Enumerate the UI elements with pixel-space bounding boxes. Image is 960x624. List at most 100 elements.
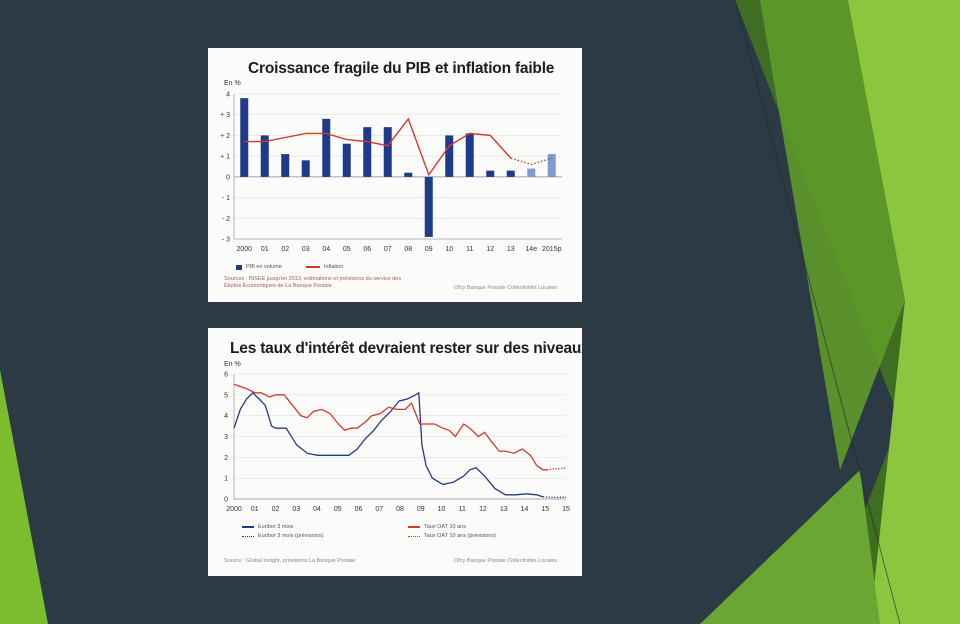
legend-item-euribor: Euribor 3 mois <box>242 524 293 530</box>
x-tick-label: 05 <box>343 246 351 253</box>
legend-swatch-line <box>408 526 420 528</box>
bar-2015p <box>547 154 556 177</box>
legend-label: Inflation <box>324 264 344 270</box>
x-tick-label: 02 <box>272 506 280 513</box>
interest-rates-chart-panel: Les taux d'intérêt devraient rester sur … <box>208 328 582 576</box>
x-tick-label: 12 <box>486 246 494 253</box>
legend-item-pib: PIB en volume <box>236 264 282 270</box>
x-tick-label: 01 <box>261 246 269 253</box>
x-tick-label: 06 <box>355 506 363 513</box>
x-tick-label: 15 <box>541 506 549 513</box>
source-note: Source : Global Insight, prévisions La B… <box>224 558 356 564</box>
y-tick-label: + 3 <box>220 112 230 119</box>
green-accent-right-light <box>848 0 960 624</box>
bar-05 <box>342 143 351 177</box>
legend-label: Euribor 3 mois (prévisions) <box>258 533 324 539</box>
bar-11 <box>465 133 474 177</box>
credit-note: Ofcy Banque Postale Collectivités Locale… <box>454 558 558 564</box>
legend-swatch-dotted <box>408 535 420 537</box>
y-tick-label: 3 <box>224 434 228 441</box>
x-tick-label: 2000 <box>236 246 252 253</box>
y-tick-label: 4 <box>224 413 228 420</box>
legend-label: Taux OAT 10 ans <box>424 524 466 530</box>
unit-label: En % <box>224 361 241 368</box>
legend-item-inflation: Inflation <box>306 264 343 270</box>
y-tick-label: - 3 <box>222 237 230 244</box>
x-tick-label: 10 <box>445 246 453 253</box>
bar-09 <box>424 176 433 237</box>
bar-12 <box>486 170 495 177</box>
green-accent-left <box>0 370 48 624</box>
bar-10 <box>445 135 454 177</box>
bar-14e <box>527 168 536 177</box>
x-tick-label: 09 <box>417 506 425 513</box>
series-line-0 <box>233 391 544 498</box>
x-tick-label: 03 <box>292 506 300 513</box>
series-line-2 <box>233 383 548 471</box>
y-tick-label: 0 <box>224 497 228 504</box>
legend-label: PIB en volume <box>246 264 282 270</box>
x-tick-label: 06 <box>363 246 371 253</box>
series-line-inflation <box>244 117 512 177</box>
x-tick-label: 08 <box>396 506 404 513</box>
legend-label: Taux OAT 10 ans (prévisions) <box>424 533 496 539</box>
bar-13 <box>506 170 515 177</box>
y-tick-label: + 1 <box>220 154 230 161</box>
legend-item-oat-forecast: Taux OAT 10 ans (prévisions) <box>408 533 496 539</box>
unit-label: En % <box>224 80 241 87</box>
x-tick-label: 03 <box>302 246 310 253</box>
x-tick-label: 11 <box>466 246 473 253</box>
bar-02 <box>281 154 290 177</box>
x-tick-label: 07 <box>384 246 392 253</box>
bar-07 <box>383 127 392 177</box>
x-tick-label: 2000 <box>226 506 242 513</box>
x-tick-label: 15 <box>562 506 570 513</box>
legend-swatch-line <box>242 526 254 528</box>
y-tick-label: 6 <box>224 372 228 379</box>
bar-01 <box>260 135 269 177</box>
x-tick-label: 01 <box>251 506 259 513</box>
legend-swatch-bar <box>236 264 242 270</box>
bar-06 <box>363 127 372 177</box>
y-tick-label: - 1 <box>222 195 230 202</box>
x-tick-label: 11 <box>459 506 466 513</box>
bar-08 <box>404 172 413 177</box>
y-tick-label: 4 <box>226 92 230 99</box>
legend-item-oat: Taux OAT 10 ans <box>408 524 466 530</box>
x-tick-label: 14 <box>521 506 529 513</box>
gdp-inflation-chart: - 3 - 2 - 1 0 + 1 + 2 + 3 4 2000 01 02 03 04 05 06 07 08… <box>220 92 562 253</box>
legend-item-euribor-forecast: Euribor 3 mois (prévisions) <box>242 533 323 539</box>
bar-2000 <box>240 98 249 177</box>
credit-note: Ofcy Banque Postale Collectivités Locale… <box>454 285 558 291</box>
y-tick-label: 2 <box>224 455 228 462</box>
legend-swatch-dotted <box>242 535 254 537</box>
y-tick-label: - 2 <box>222 216 230 223</box>
thin-line <box>734 0 901 624</box>
bar-04 <box>322 118 331 177</box>
x-tick-label: 07 <box>375 506 383 513</box>
x-tick-label: 12 <box>479 506 487 513</box>
gdp-inflation-chart-panel: Croissance fragile du PIB et inflation f… <box>208 48 582 302</box>
chart-title: Les taux d'intérêt devraient rester sur … <box>230 340 582 357</box>
green-accent-right-mid <box>760 0 905 470</box>
x-tick-label: 2015p <box>542 246 562 253</box>
series-line-inflation-forecast <box>510 157 553 166</box>
bar-03 <box>301 160 310 177</box>
chart-title: Croissance fragile du PIB et inflation f… <box>248 60 555 77</box>
legend-label: Euribor 3 mois <box>258 524 294 530</box>
series-line-3 <box>547 467 567 471</box>
y-tick-label: 0 <box>226 174 230 181</box>
x-tick-label: 08 <box>404 246 412 253</box>
x-tick-label: 04 <box>322 246 330 253</box>
x-tick-label: 04 <box>313 506 321 513</box>
x-tick-label: 13 <box>507 246 515 253</box>
x-tick-label: 13 <box>500 506 508 513</box>
x-tick-label: 05 <box>334 506 342 513</box>
green-accent-bottom <box>700 470 880 624</box>
y-tick-label: + 2 <box>220 133 230 140</box>
x-tick-label: 09 <box>425 246 433 253</box>
x-tick-label: 02 <box>281 246 289 253</box>
y-tick-label: 1 <box>224 476 228 483</box>
